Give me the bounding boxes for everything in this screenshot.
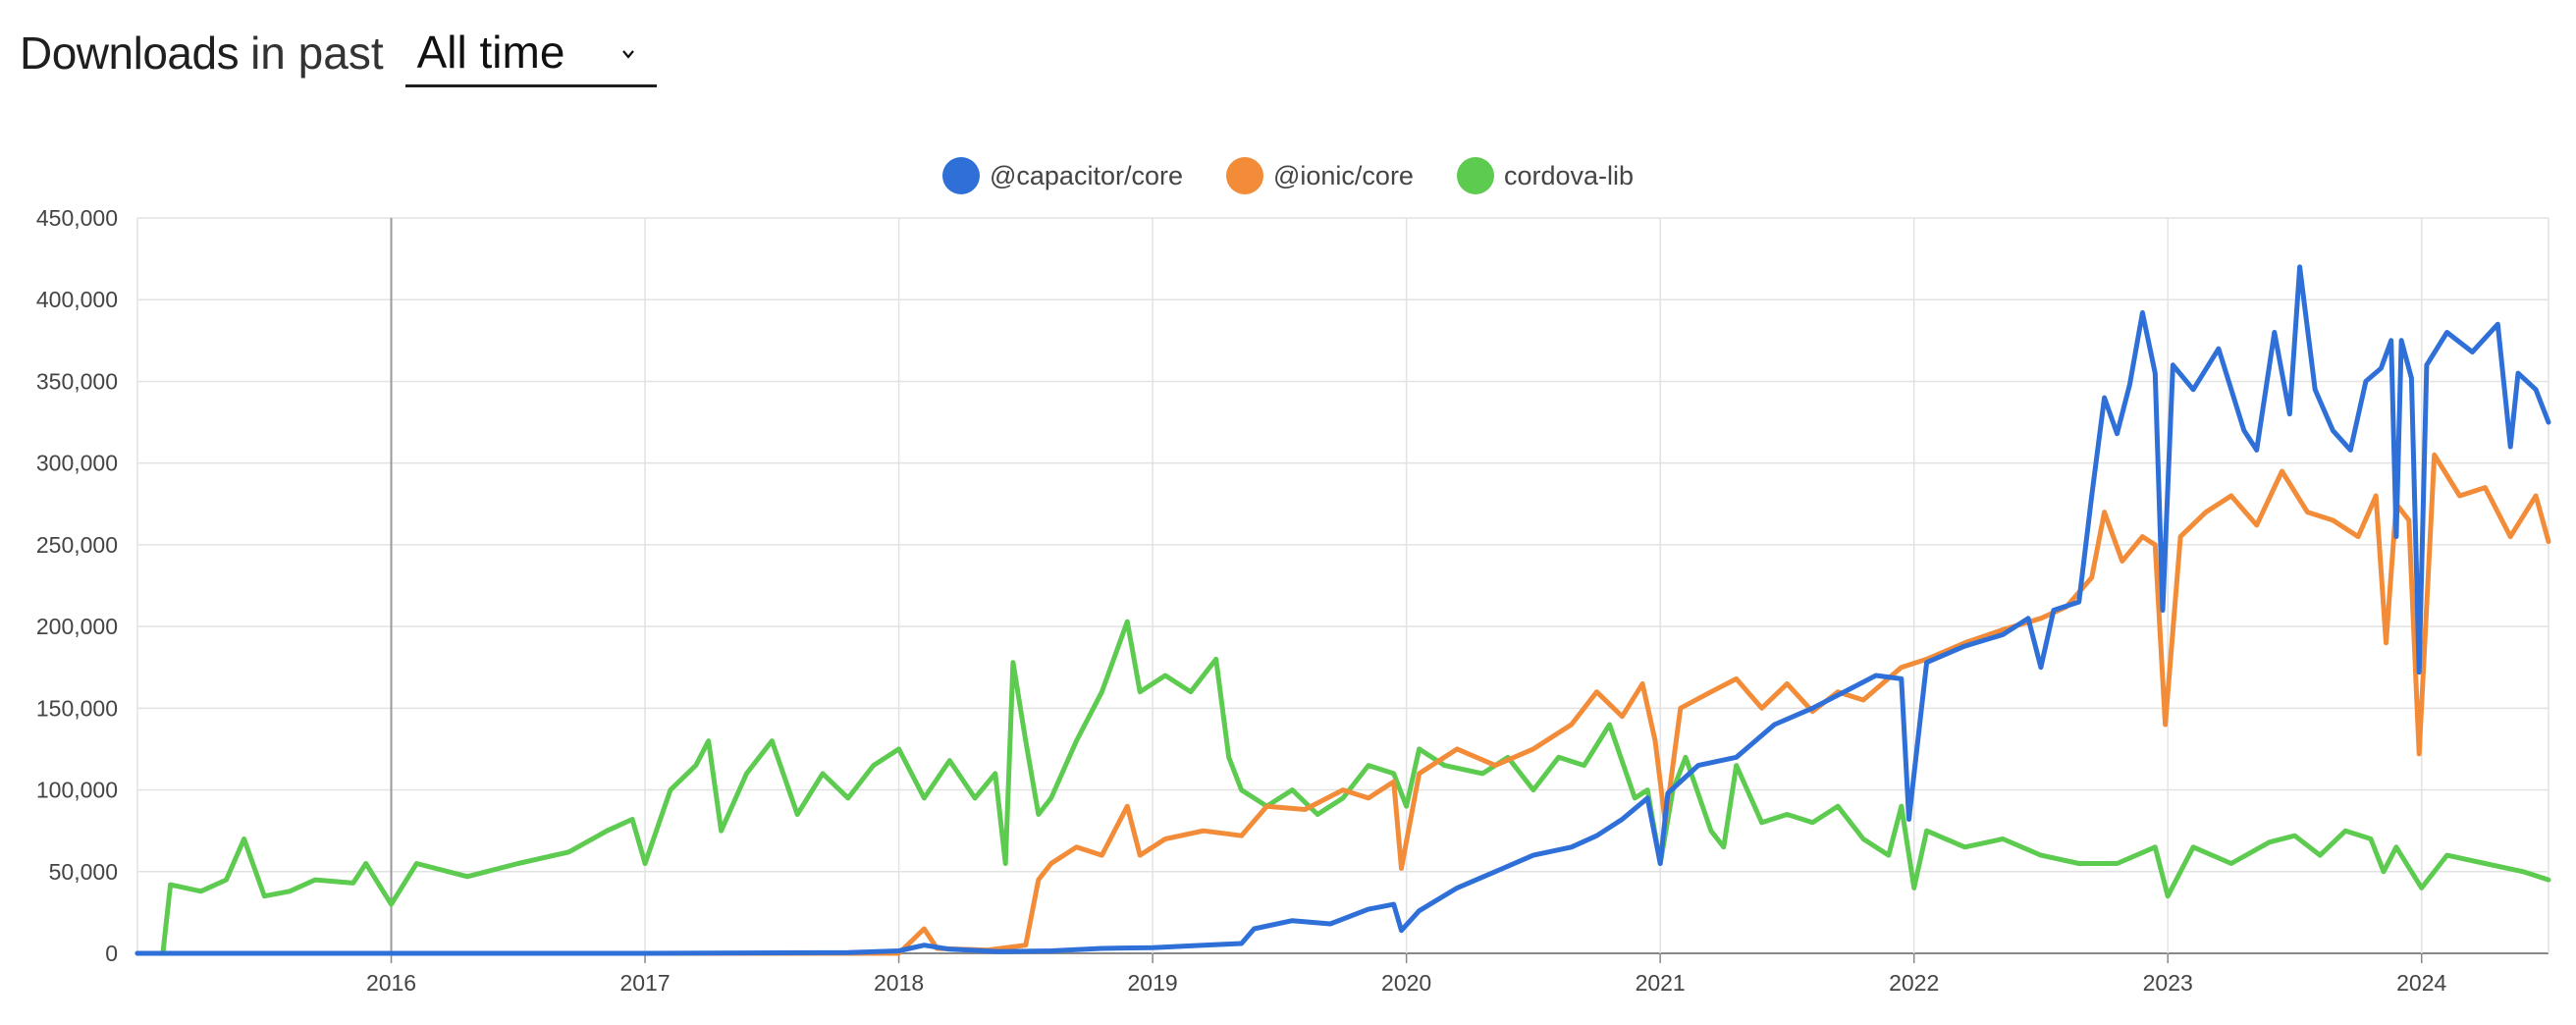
y-tick-label: 450,000 [36,205,118,231]
page-title-suffix: in past [250,27,384,79]
x-tick-label: 2024 [2396,970,2446,996]
y-tick-label: 300,000 [36,451,118,476]
y-tick-label: 150,000 [36,695,118,721]
x-tick-label: 2022 [1889,970,1939,996]
legend-label-cordova: cordova-lib [1503,160,1635,190]
x-tick-label: 2020 [1381,970,1431,996]
y-tick-label: 0 [105,941,118,966]
y-tick-label: 50,000 [49,859,118,885]
page-header: Downloads in past All time [20,14,657,92]
x-tick-label: 2023 [2143,970,2193,996]
y-tick-label: 200,000 [36,614,118,639]
page-title: Downloads [20,27,240,79]
x-tick-label: 2017 [619,970,670,996]
series-line-ionic [134,452,2551,956]
x-tick-label: 2021 [1636,970,1686,996]
legend-item-ionic[interactable]: @ionic/core [1225,157,1414,194]
series-line-cordova [134,619,2551,956]
y-tick-label: 350,000 [36,368,118,394]
legend-swatch-ionic [1225,157,1263,194]
time-range-value: All time [416,26,565,78]
x-tick-label: 2019 [1128,970,1178,996]
legend-item-capacitor[interactable]: @capacitor/core [941,157,1183,194]
series-line-capacitor [134,264,2551,956]
time-range-select[interactable]: All time [404,20,657,87]
legend-label-ionic: @ionic/core [1272,160,1414,190]
legend-swatch-cordova [1456,157,1494,194]
x-tick-label: 2016 [366,970,416,996]
legend-swatch-capacitor [941,157,980,194]
legend-item-cordova[interactable]: cordova-lib [1456,157,1635,194]
chevron-down-icon [621,49,634,59]
y-tick-label: 100,000 [36,778,118,803]
legend-label-capacitor: @capacitor/core [989,160,1183,190]
x-tick-label: 2018 [874,970,924,996]
y-tick-label: 400,000 [36,287,118,312]
y-tick-label: 250,000 [36,532,118,558]
chart-legend: @capacitor/core @ionic/core cordova-lib [0,157,2576,194]
